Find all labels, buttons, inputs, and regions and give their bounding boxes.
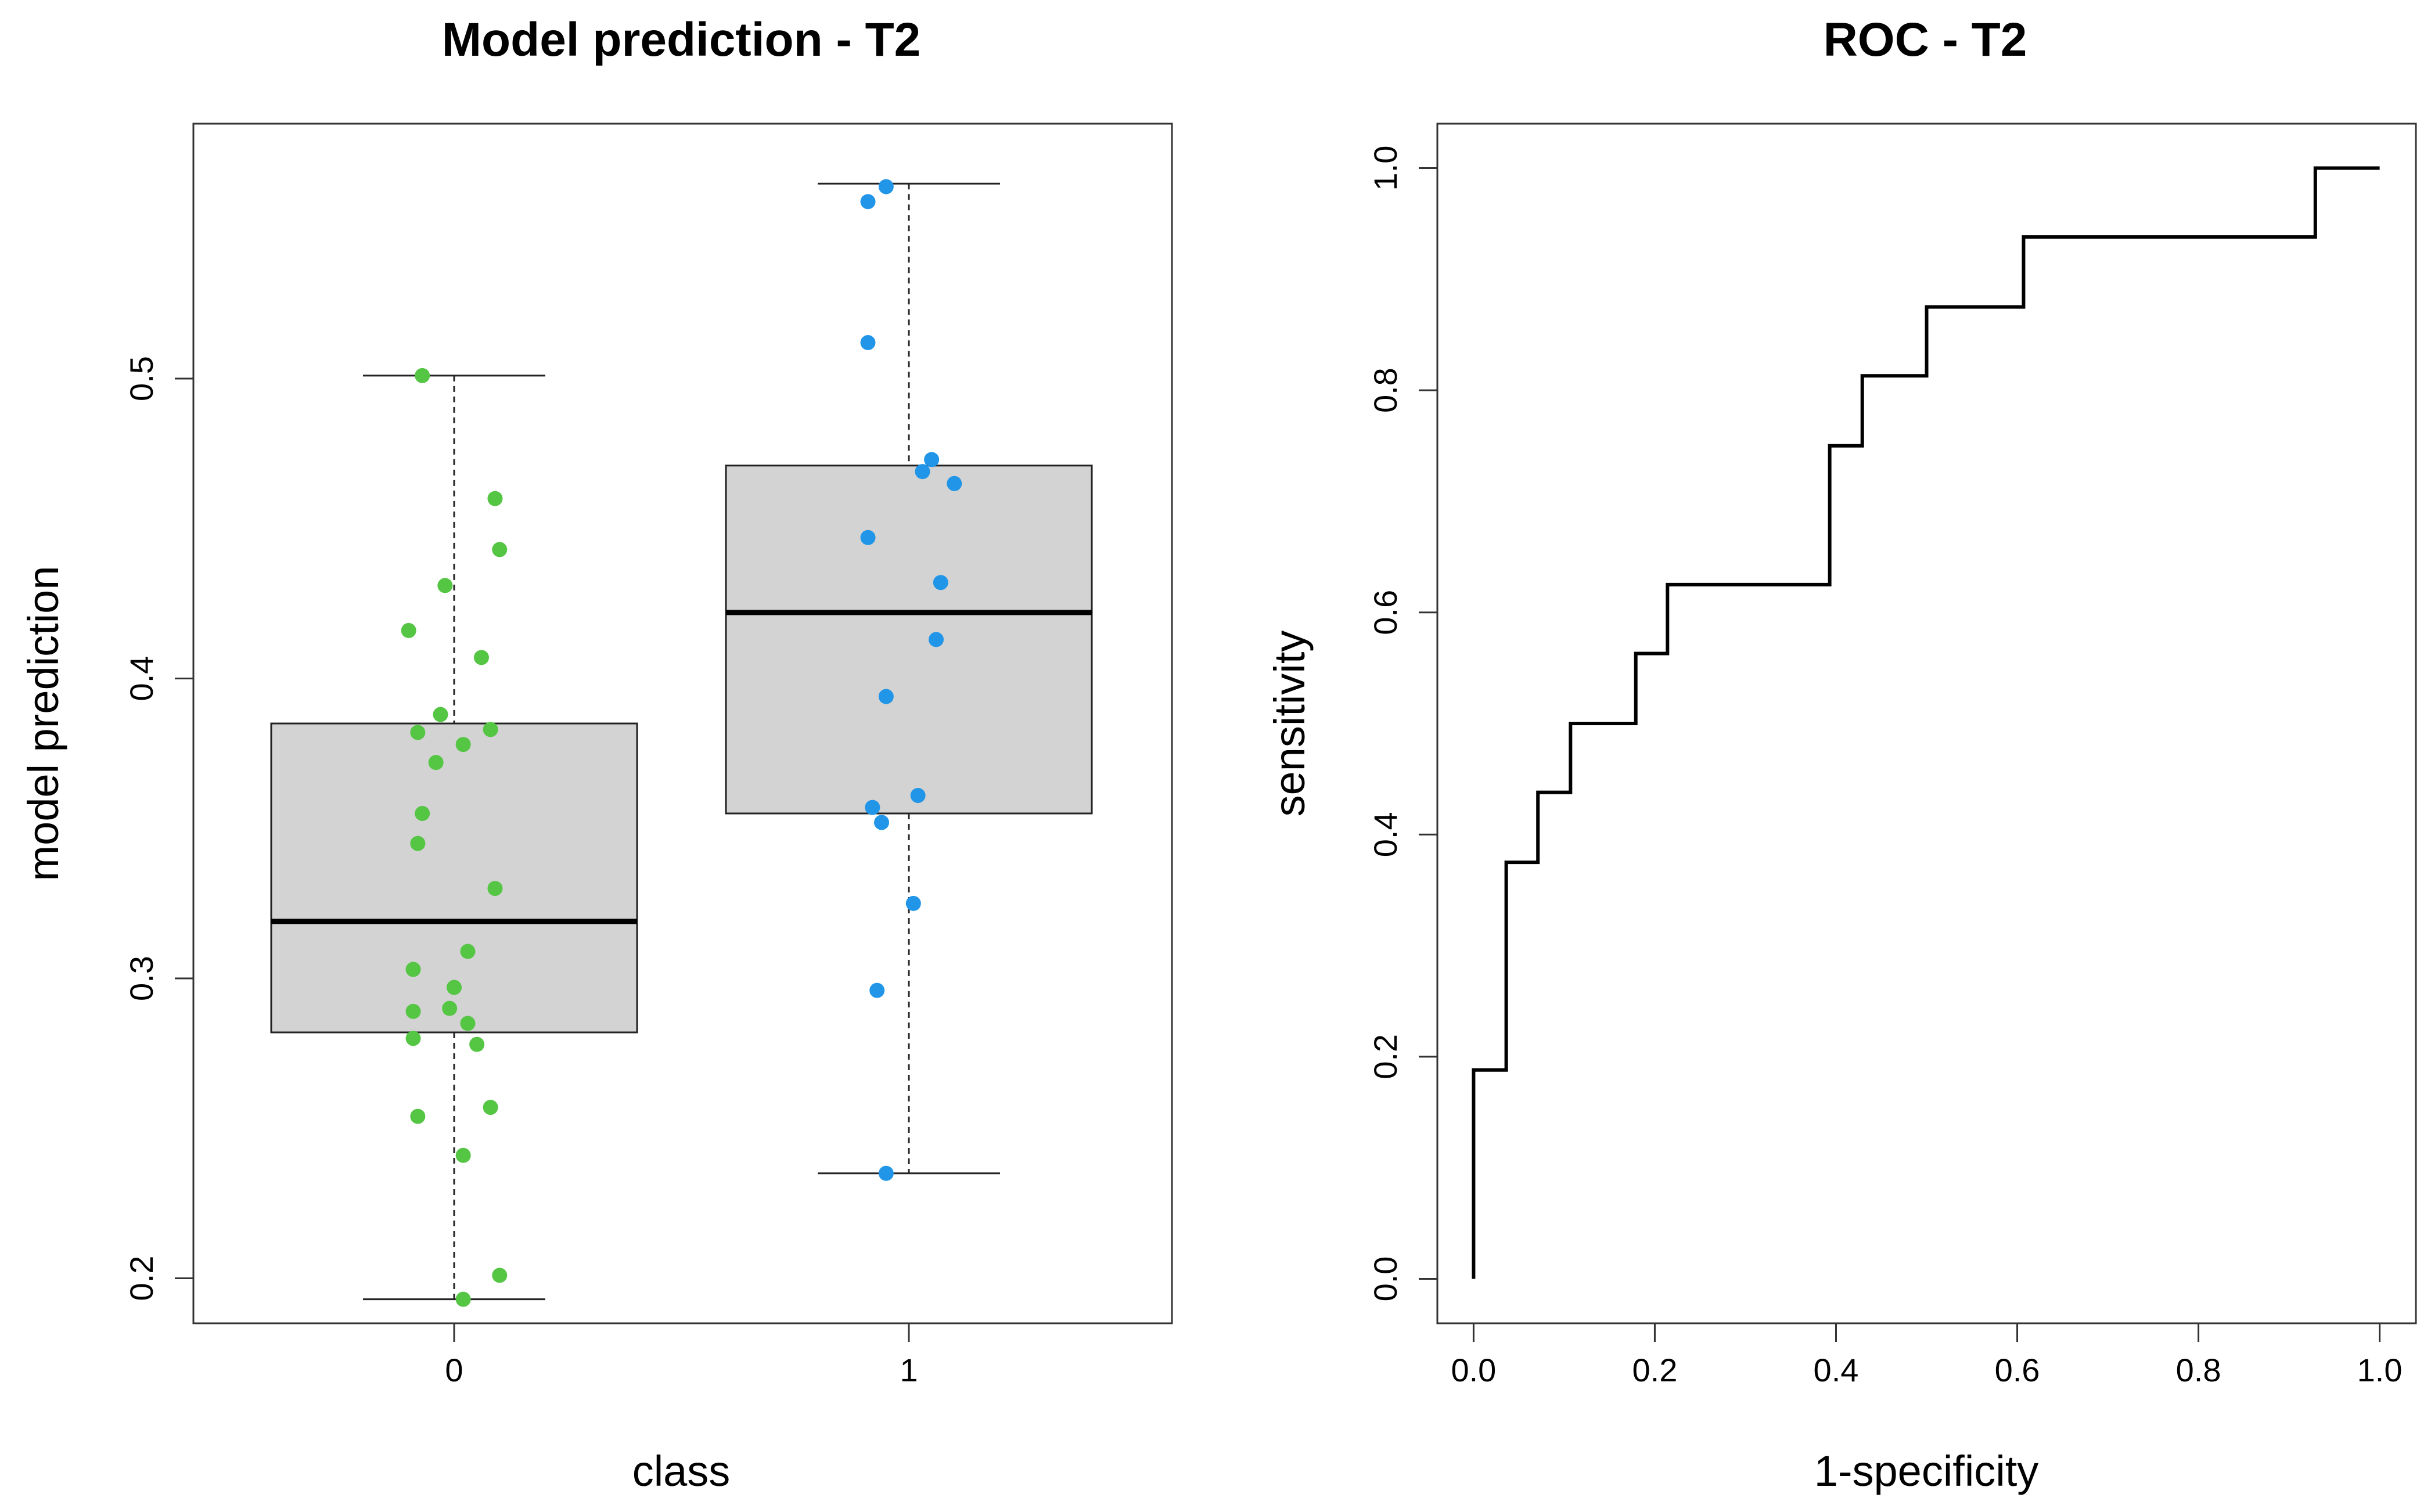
data-point [483, 1100, 498, 1115]
boxplot-y-axis: 0.2 0.3 0.4 0.5 [123, 356, 193, 1301]
data-point [437, 578, 453, 593]
roc-curve-line [1472, 166, 2380, 1279]
roc-y-label: sensitivity [1265, 631, 1314, 817]
boxplot-x-tick-label: 1 [900, 1352, 918, 1388]
roc-y-tick-label: 0.8 [1367, 368, 1404, 413]
data-point [869, 982, 885, 998]
roc-y-tick-label: 0.6 [1367, 590, 1404, 635]
roc-x-label: 1-specificity [1814, 1447, 2039, 1495]
data-point [874, 815, 890, 830]
roc-x-tick-label: 0.4 [1814, 1352, 1859, 1388]
roc-y-tick-label: 0.2 [1367, 1034, 1404, 1079]
boxplot-x-label: class [632, 1447, 731, 1495]
boxplot-y-tick-label: 0.4 [123, 656, 160, 701]
data-point [433, 707, 448, 722]
data-point [401, 622, 416, 638]
data-point [447, 980, 462, 995]
data-point [405, 962, 421, 977]
box-iqr [725, 465, 1093, 815]
data-point [405, 1003, 421, 1019]
roc-x-axis: 0.0 0.2 0.4 0.6 0.8 1.0 [1451, 1323, 2403, 1388]
data-point [460, 944, 476, 959]
data-point [915, 464, 930, 480]
data-point [455, 737, 471, 753]
data-point [878, 689, 894, 704]
boxplot-y-tick-label: 0.5 [123, 356, 160, 401]
data-point [410, 1108, 426, 1124]
data-point [473, 650, 489, 665]
boxplot-boxes [270, 182, 1093, 1301]
roc-x-tick-label: 0.6 [1995, 1352, 2040, 1388]
data-point [860, 530, 876, 545]
data-point [487, 491, 503, 506]
boxplot-title: Model prediction - T2 [442, 13, 921, 66]
data-point [410, 836, 426, 851]
roc-x-tick-label: 1.0 [2357, 1352, 2403, 1388]
data-point [865, 800, 880, 815]
roc-x-tick-label: 0.0 [1451, 1352, 1496, 1388]
data-point [492, 1268, 508, 1283]
data-point [924, 452, 940, 467]
data-point [410, 725, 426, 740]
data-point [428, 755, 444, 771]
boxplot-points [401, 179, 962, 1307]
roc-title: ROC - T2 [1824, 13, 2027, 66]
data-point [492, 542, 508, 557]
roc-y-tick-label: 0.0 [1367, 1257, 1404, 1302]
data-point [455, 1291, 471, 1307]
data-point [860, 335, 876, 351]
data-point [405, 1031, 421, 1046]
data-point [933, 575, 948, 591]
roc-y-tick-label: 1.0 [1367, 146, 1404, 191]
boxplot-plot-frame [192, 123, 1173, 1324]
data-point [460, 1016, 476, 1031]
data-point [483, 722, 498, 737]
boxplot-y-label: model prediction [19, 566, 67, 881]
data-point [415, 805, 430, 821]
roc-x-tick-label: 0.2 [1632, 1352, 1678, 1388]
data-point [860, 194, 876, 210]
roc-panel: ROC - T2 0.0 0.2 0.4 0.6 0.8 1.0 0.0 0.2 0.4 0.6… [1265, 13, 2417, 1495]
data-point [878, 179, 894, 195]
roc-plot-frame [1436, 123, 2417, 1324]
data-point [487, 881, 503, 897]
boxplot-x-tick-label: 0 [445, 1352, 463, 1388]
data-point [878, 1165, 894, 1181]
data-point [455, 1147, 471, 1163]
data-point [415, 368, 430, 383]
boxplot-y-tick-label: 0.3 [123, 956, 160, 1001]
roc-y-axis: 0.0 0.2 0.4 0.6 0.8 1.0 [1367, 146, 1437, 1302]
data-point [947, 476, 962, 491]
data-point [442, 1000, 458, 1016]
roc-x-tick-label: 0.8 [2176, 1352, 2221, 1388]
data-point [905, 895, 921, 911]
boxplot-y-tick-label: 0.2 [123, 1256, 160, 1301]
data-point [910, 787, 926, 803]
data-point [928, 632, 944, 647]
data-point [469, 1036, 485, 1052]
roc-y-tick-label: 0.4 [1367, 812, 1404, 857]
